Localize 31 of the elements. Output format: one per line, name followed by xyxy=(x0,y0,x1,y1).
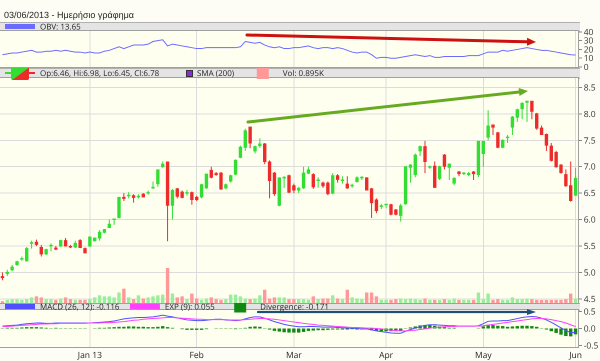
y-tick-label: 0.5 xyxy=(584,306,596,318)
legend-label: EXP (9): 0.055 xyxy=(164,302,216,313)
x-tick-label: Jun xyxy=(568,350,582,361)
x-tick-label: Mar xyxy=(286,350,302,361)
legend-label: Divergence: -0.171 xyxy=(260,302,329,313)
y-tick-label: 8.5 xyxy=(584,82,596,94)
y-tick-label: 5.0 xyxy=(584,267,596,278)
y-tick-label: 10 xyxy=(584,53,594,64)
y-tick-label: 6.0 xyxy=(584,214,596,226)
x-tick-label: Apr xyxy=(379,350,394,361)
y-tick-label: -0.5 xyxy=(584,340,599,352)
x-tick-label: Feb xyxy=(190,350,204,361)
legend-label: Vol: 0.895K xyxy=(282,68,324,80)
y-tick-label: 8.0 xyxy=(584,108,596,120)
legend-label: OBV: 13.65 xyxy=(40,22,82,33)
y-tick-label: 6.5 xyxy=(584,188,596,200)
y-tick-label: 5.5 xyxy=(584,240,596,252)
legend-label: Op:6.46, Hi:6.98, Lo:6.45, Cl:6.78 xyxy=(40,68,160,80)
y-tick-label: 7.0 xyxy=(584,162,596,173)
y-tick-label: 0 xyxy=(584,62,589,73)
y-tick-label: 0.0 xyxy=(584,323,596,334)
legend-label: MACD (26, 12): -0.116 xyxy=(40,302,120,313)
y-tick-label: 20 xyxy=(584,44,594,56)
x-tick-label: May xyxy=(474,350,492,361)
y-tick-label: 40 xyxy=(584,26,594,38)
x-tick-label: Jan 13 xyxy=(76,350,102,361)
y-tick-label: 4.5 xyxy=(584,294,596,305)
chart-subtitle: 03/06/2013 - Ημερήσιο γράφημα xyxy=(4,10,134,20)
y-tick-label: 7.5 xyxy=(584,135,596,146)
annotation: SMA (200) xyxy=(197,68,235,79)
y-tick-label: 30 xyxy=(584,36,594,47)
